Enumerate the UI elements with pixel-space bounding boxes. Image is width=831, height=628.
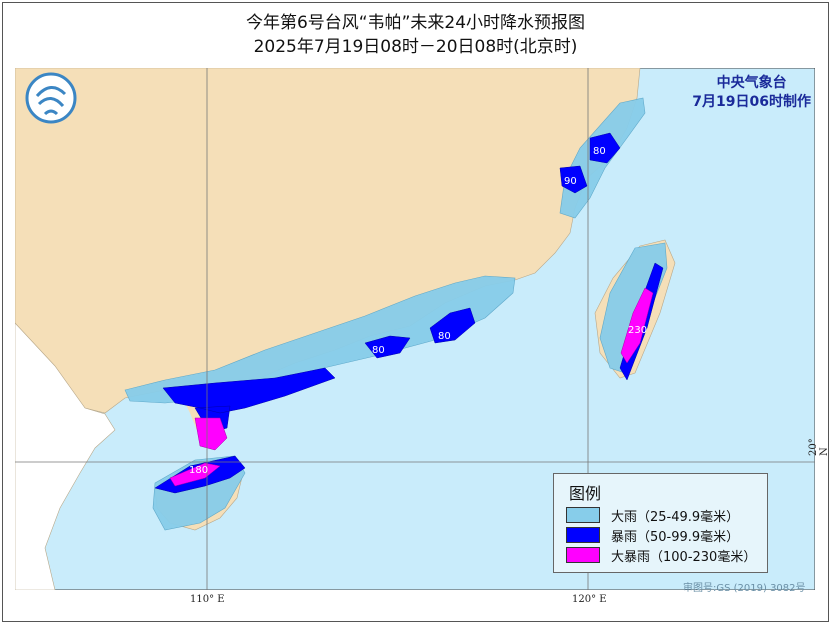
max-value-label: 180 — [189, 465, 208, 476]
map-title: 今年第6号台风“韦帕”未来24小时降水预报图 — [245, 13, 586, 33]
cma-logo — [25, 72, 77, 124]
extreme-rain-area — [169, 287, 654, 487]
max-value-label: 80 — [593, 146, 606, 157]
legend-swatch — [566, 527, 600, 543]
legend-item-heavy: 大雨（25-49.9毫米） — [566, 506, 740, 525]
legend-swatch — [566, 547, 600, 563]
legend-label: 大暴雨（100-230毫米） — [611, 549, 757, 565]
max-value-labels: 80 90 80 80 230 180 — [189, 146, 647, 476]
legend-label: 大雨（25-49.9毫米） — [611, 509, 740, 525]
agency-block: 中央气象台 7月19日06时制作 — [692, 74, 811, 112]
legend-item-extreme: 大暴雨（100-230毫米） — [566, 546, 757, 565]
torrential-rain-area — [154, 132, 664, 494]
lat-label-20: 20° N — [808, 438, 830, 456]
legend-item-torrential: 暴雨（50-99.9毫米） — [566, 526, 740, 545]
max-value-label: 230 — [628, 325, 647, 336]
agency-name: 中央气象台 — [716, 75, 787, 91]
lon-label-120: 120° E — [572, 594, 607, 605]
legend-swatch — [566, 507, 600, 523]
review-number: 审图号:GS (2019) 3082号 — [683, 583, 806, 594]
legend: 图例 大雨（25-49.9毫米） 暴雨（50-99.9毫米） 大暴雨（100-2… — [553, 473, 768, 573]
heavy-rain-area — [124, 97, 668, 531]
legend-label: 暴雨（50-99.9毫米） — [611, 529, 740, 545]
max-value-label: 80 — [372, 345, 385, 356]
legend-title: 图例 — [569, 484, 602, 503]
max-value-label: 80 — [438, 331, 451, 342]
map-subtitle: 2025年7月19日08时－20日08时(北京时) — [253, 37, 578, 57]
lon-label-110: 110° E — [190, 594, 225, 605]
issued-time: 7月19日06时制作 — [692, 94, 811, 110]
vietnam-laos — [15, 322, 116, 590]
max-value-label: 90 — [564, 176, 577, 187]
